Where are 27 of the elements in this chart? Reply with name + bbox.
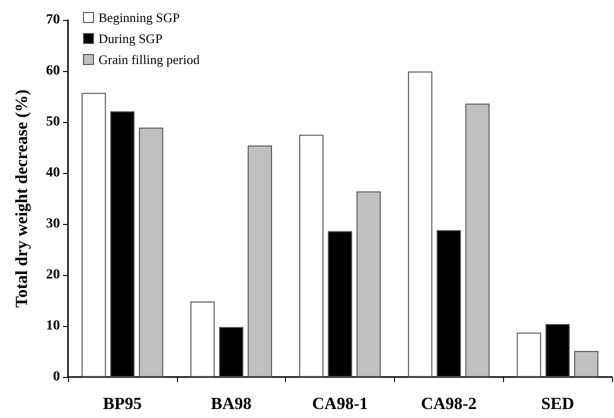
x-tick-label: BP95 [103, 394, 142, 413]
y-axis-title: Total dry weight decrease (%) [12, 89, 31, 308]
y-tick-label: 50 [46, 114, 60, 130]
y-tick-label: 10 [46, 318, 60, 334]
x-tick-label: BA98 [210, 394, 252, 413]
legend-label: Grain filling period [98, 52, 200, 67]
bar [190, 302, 215, 377]
x-tick-label: CA98-1 [312, 394, 368, 413]
bar [138, 128, 164, 377]
bar [408, 72, 432, 377]
y-tick-label: 60 [46, 64, 60, 78]
bar [299, 134, 324, 377]
legend-label: Beginning SGP [98, 10, 180, 25]
x-tick-label: CA98-2 [420, 394, 477, 413]
y-tick-label: 20 [46, 268, 60, 282]
y-tick-label: 30 [46, 216, 60, 232]
bar [574, 350, 598, 377]
bar [248, 145, 272, 377]
y-tick-label: 70 [46, 12, 60, 28]
bar [356, 191, 381, 377]
y-tick-label: 0 [53, 370, 60, 384]
bar [516, 332, 542, 377]
legend-label: During SGP [98, 31, 162, 46]
bar [465, 104, 490, 377]
bar [82, 92, 106, 377]
y-tick-label: 40 [46, 166, 60, 180]
x-tick-label: SED [541, 394, 574, 413]
